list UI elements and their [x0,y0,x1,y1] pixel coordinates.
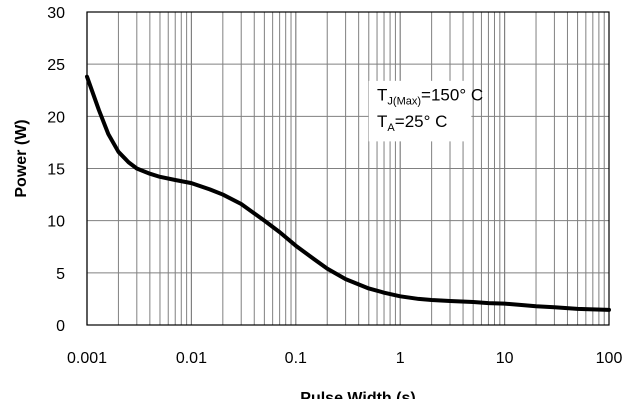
y-tick-label: 25 [47,57,65,74]
x-tick-label: 1 [396,350,405,367]
annotation-ta: TA=25° C [377,112,447,134]
anno-ta-sub: A [387,122,395,134]
y-tick-label: 5 [56,266,65,283]
plot-frame [86,11,610,326]
y-tick-label: 15 [47,162,65,179]
annotation-tj-max: TJ(Max)=150° C [377,86,483,108]
y-axis-title: Power (W) [13,119,30,197]
y-tick-label: 10 [47,214,65,231]
x-tick-label: 0.01 [176,350,207,367]
y-tick-labels: 0 5 10 15 20 25 30 [47,5,65,335]
anno-tj-main: T [377,86,387,105]
y-tick-label: 20 [47,109,65,126]
annotation-background [368,80,472,142]
y-tick-label: 0 [56,318,65,335]
x-tick-labels: 0.001 0.01 0.1 1 10 100 [67,350,622,367]
x-axis-title: Pulse Width (s) [300,390,415,399]
anno-ta-main: T [377,112,387,131]
x-tick-label: 0.1 [285,350,307,367]
x-tick-label: 100 [596,350,623,367]
x-tick-label: 10 [496,350,514,367]
anno-tj-sub: J(Max) [387,96,421,108]
anno-tj-rest: =150° C [421,86,483,105]
series-line [85,74,611,312]
y-tick-label: 30 [47,5,65,22]
anno-ta-rest: =25° C [395,112,448,131]
x-tick-label: 0.001 [67,350,107,367]
horizontal-grid [87,63,609,274]
